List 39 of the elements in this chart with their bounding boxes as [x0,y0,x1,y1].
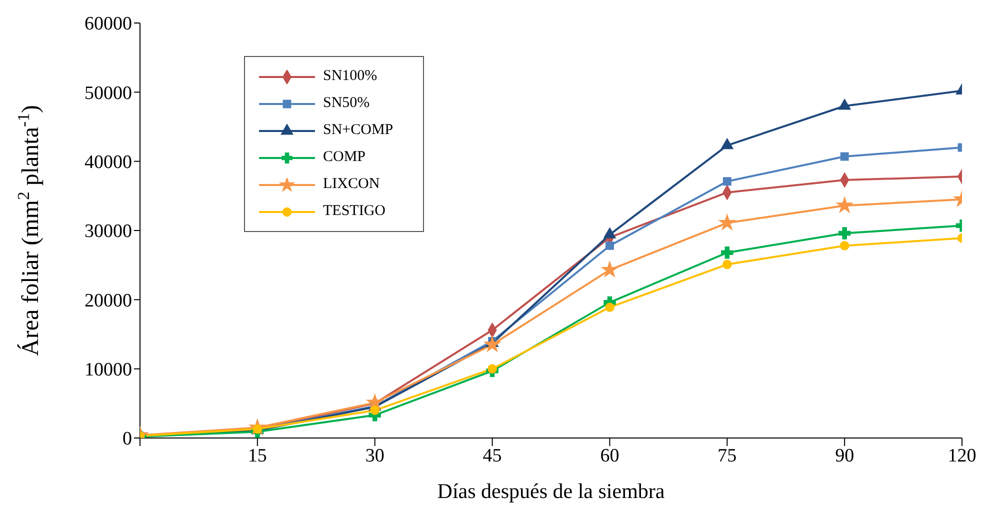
point [840,241,850,250]
y-tick-label: 60000 [84,14,132,35]
y-tick-label: 0 [122,428,132,450]
x-tick-label: 15 [248,445,267,466]
point [838,98,851,110]
x-tick-label: 45 [482,445,502,466]
x-tick-label: 30 [365,445,384,466]
point [605,302,614,312]
legend-label: SN+COMP [323,122,394,139]
y-tick-label: 30000 [84,221,132,242]
point [838,227,851,240]
x-axis-title: Días después de la siembra [437,479,666,503]
point [370,406,380,416]
x-tick-label: 60 [600,445,620,466]
point [722,260,732,270]
point [722,177,732,186]
point [602,262,618,277]
point [604,228,616,238]
point [840,152,849,161]
x-tick-label: 75 [718,445,737,466]
y-tick-label: 50000 [84,82,132,104]
point [484,336,500,352]
y-tick-label: 40000 [84,152,132,174]
point [488,364,497,374]
point [606,242,614,250]
legend-label: COMP [323,149,366,166]
x-tick-label: 90 [835,445,854,466]
legend-label: SN100% [323,68,378,85]
point [721,138,734,150]
legend-label: TESTIGO [323,203,386,220]
point [836,197,853,212]
point [366,394,383,410]
y-tick-label: 20000 [84,290,132,312]
y-tick-label: 10000 [84,360,132,381]
legend-label: SN50% [323,95,370,112]
point [721,246,734,259]
point [719,214,736,230]
legend-label: LIXCON [323,176,380,193]
x-tick-label: 120 [948,445,976,466]
